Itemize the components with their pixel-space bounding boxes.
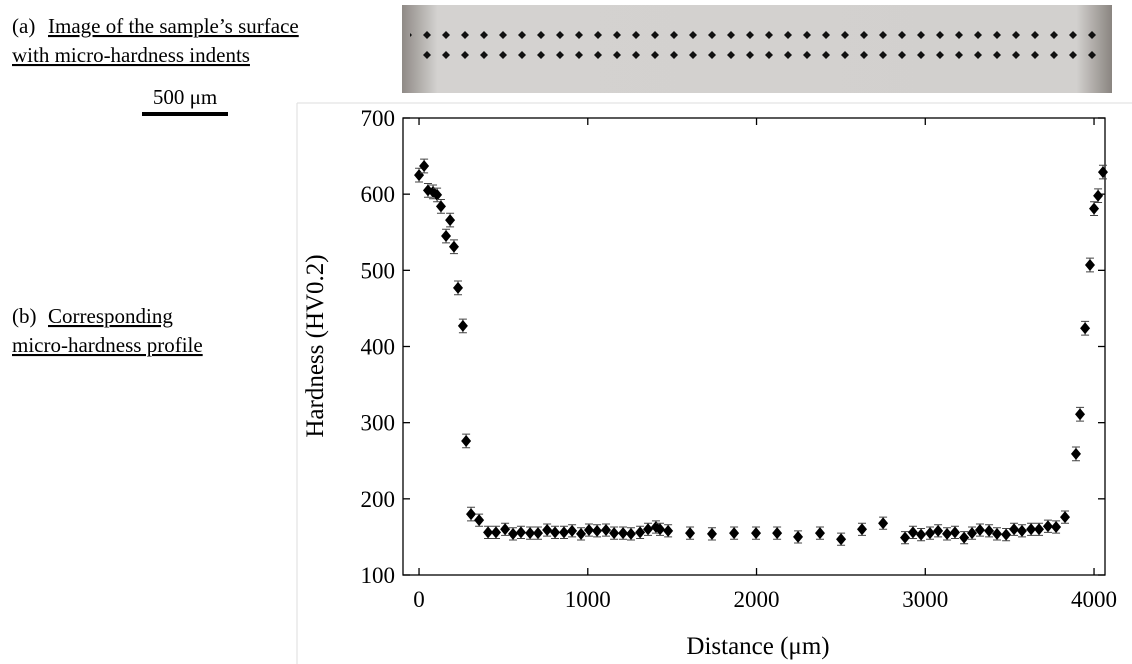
data-point [601,524,612,537]
data-point [432,188,443,201]
data-point [1075,408,1086,421]
data-point [515,526,526,539]
data-point [576,527,587,540]
y-tick-label: 300 [361,411,396,436]
data-point [1093,189,1104,202]
data-point [907,526,918,539]
data-point [1016,524,1027,537]
data-point [992,527,1002,540]
data-point [583,524,594,537]
x-tick-label: 0 [413,587,425,612]
y-tick-label: 700 [361,106,396,131]
data-point [729,527,740,540]
data-point [1009,523,1020,536]
x-axis-label: Distance (μm) [686,633,829,660]
data-point [419,159,430,172]
y-axis-label: Hardness (HV0.2) [302,254,329,437]
y-tick-label: 600 [361,182,396,207]
data-point [836,533,847,546]
data-point [635,526,646,539]
data-point [435,200,446,213]
data-point [1051,521,1062,534]
data-point [655,523,666,536]
data-point [558,526,569,539]
data-point [1060,511,1071,524]
data-point [508,527,519,540]
data-point [445,214,456,227]
data-point [542,524,553,537]
data-point [942,527,953,540]
data-point [857,523,867,536]
panel-label: (a) [12,14,35,38]
data-point [609,527,620,540]
data-point [533,527,543,540]
data-point [663,524,674,537]
data-point [643,523,654,536]
data-point [457,319,468,332]
data-point [441,230,452,243]
data-point [925,527,936,540]
data-point [933,524,944,537]
data-point [550,526,561,539]
data-point [466,508,477,521]
data-point [751,527,762,540]
data-point [483,526,494,539]
caption: with micro-hardness indents [12,43,250,67]
data-point [949,526,960,539]
data-point [984,524,995,537]
x-tick-label: 3000 [902,587,948,612]
data-point [685,527,696,540]
data-point [1084,259,1095,272]
data-point [490,526,501,539]
scale-label: 500 μm [153,85,217,109]
data-point [525,527,536,540]
data-point [618,527,629,540]
x-tick-label: 4000 [1071,587,1117,612]
data-point [1089,202,1100,215]
data-point [959,531,970,544]
caption: micro-hardness profile [12,333,203,357]
y-tick-label: 100 [361,563,396,588]
data-point [592,524,603,537]
data-point [1042,520,1053,533]
data-point [1097,166,1108,179]
data-point [1001,528,1012,541]
panel-label: (b) [12,304,37,328]
data-point [1026,523,1037,536]
indent-row [412,50,1102,60]
data-point [793,530,804,543]
data-point [1080,322,1091,335]
y-tick-label: 400 [361,335,396,360]
x-tick-label: 2000 [734,587,780,612]
caption: Image of the sample’s surface [48,14,299,38]
data-point [625,527,636,540]
data-point [414,169,425,182]
data-point [461,434,472,447]
data-point [900,531,911,544]
data-point [453,281,464,294]
plot-frame [402,117,1106,576]
data-point [706,527,717,540]
data-point [814,527,825,540]
data-point [1034,523,1045,536]
sample-image [402,5,1112,93]
data-point [474,514,485,527]
y-tick-label: 200 [361,487,396,512]
data-point [974,524,985,537]
data-point [967,527,978,540]
indent-row [410,30,1100,40]
data-point [567,524,578,537]
x-tick-label: 1000 [565,587,611,612]
data-point [1070,447,1081,460]
y-tick-label: 500 [361,258,396,283]
data-point [500,523,511,536]
data-point [878,517,889,530]
caption: Corresponding [48,304,173,328]
data-point [772,527,783,540]
data-point [448,240,459,253]
data-point [916,528,927,541]
